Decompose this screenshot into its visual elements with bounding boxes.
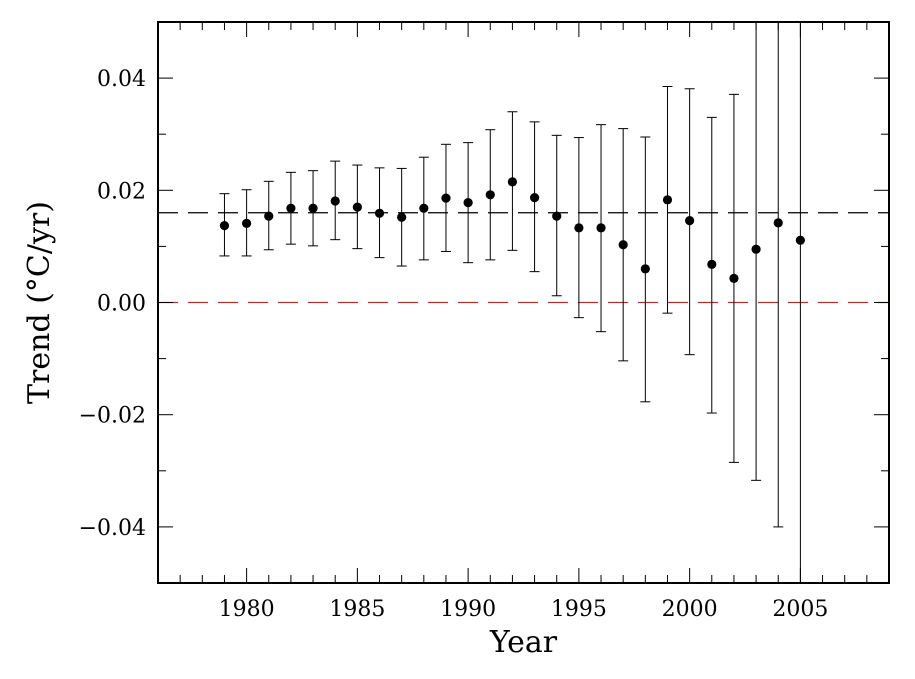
data-point	[352, 202, 362, 212]
data-point	[507, 177, 518, 187]
x-tick-label: 2000	[662, 597, 718, 622]
data-point	[374, 208, 385, 218]
x-tick-labels: 1980 1985 1990 1995 2000 2005	[219, 597, 829, 622]
data-point	[662, 195, 673, 205]
x-tick-label: 1995	[551, 597, 607, 622]
data-point	[242, 218, 252, 228]
y-tick-label: −0.04	[79, 516, 146, 541]
data-point	[685, 215, 695, 226]
data-point	[795, 235, 805, 245]
data-point	[330, 196, 340, 206]
data-point	[596, 223, 606, 233]
data-point	[441, 193, 451, 203]
x-tick-label: 1990	[440, 597, 496, 622]
data-point	[618, 240, 628, 250]
data-point	[308, 203, 318, 213]
data-point	[485, 190, 495, 200]
data-point	[264, 211, 274, 221]
data-point	[773, 218, 783, 228]
y-tick-label: 0.00	[97, 292, 146, 317]
data-point	[574, 223, 584, 233]
data-point	[419, 203, 429, 213]
reference-lines	[158, 212, 889, 304]
x-tick-label: 1985	[329, 597, 385, 622]
data-point	[397, 212, 407, 222]
axis-ticks	[158, 22, 889, 583]
data-point	[286, 203, 296, 213]
y-axis-title: Trend (°C/yr)	[22, 201, 57, 404]
y-tick-label: 0.02	[97, 179, 146, 204]
data-point	[640, 264, 650, 274]
x-axis-title: Year	[489, 625, 558, 660]
y-tick-labels: −0.04 −0.02 0.00 0.02 0.04	[79, 67, 146, 541]
y-tick-label: −0.02	[79, 404, 146, 429]
x-tick-label: 2005	[772, 597, 828, 622]
y-tick-label: 0.04	[97, 67, 146, 92]
data-points	[219, 177, 805, 283]
data-point	[751, 244, 761, 254]
data-point	[463, 198, 473, 208]
data-point	[707, 259, 717, 269]
plot-frame	[157, 21, 890, 584]
data-point	[529, 192, 540, 203]
data-point	[552, 211, 562, 221]
data-point	[729, 273, 739, 283]
data-point	[219, 221, 230, 231]
x-tick-label: 1980	[219, 597, 275, 622]
